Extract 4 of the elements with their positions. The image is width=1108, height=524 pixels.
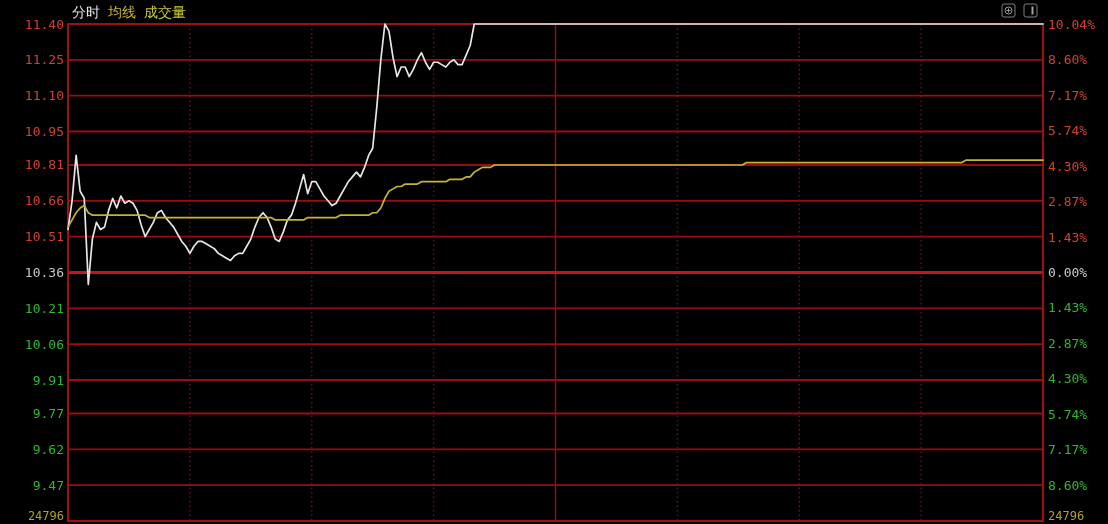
annotation: 24796 <box>27 509 64 523</box>
legend: 分时 均线 <box>72 4 136 20</box>
annotation: 24796 <box>1048 509 1085 523</box>
annotation: 成交量 <box>144 4 186 20</box>
